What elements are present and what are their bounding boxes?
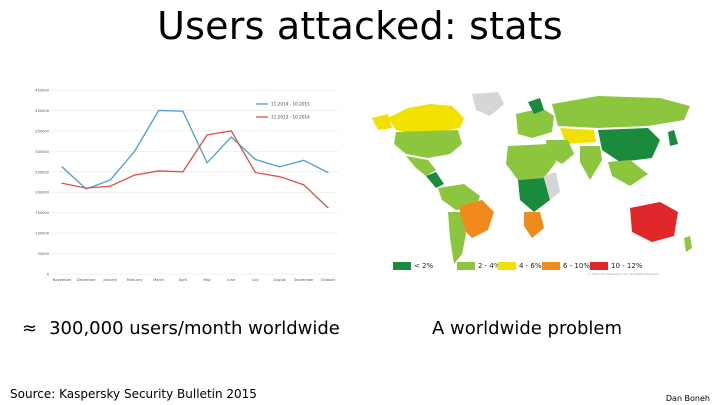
data-point [254, 171, 257, 174]
data-point [133, 150, 136, 152]
map-region-india [580, 146, 602, 180]
data-point [327, 207, 329, 209]
y-tick-label: 200000 [35, 191, 49, 195]
data-point [206, 134, 208, 136]
map-region-greenland [472, 92, 504, 116]
map-region-alaska [372, 114, 392, 130]
world-map [372, 92, 692, 264]
legend-label: 4 - 6% [519, 262, 542, 270]
data-point [61, 166, 63, 168]
data-point [303, 184, 305, 186]
data-point [182, 171, 184, 173]
map-region-canada [388, 104, 464, 134]
caption-left-text: 300,000 users/month worldwide [49, 318, 340, 339]
map-region-central-america [426, 172, 444, 188]
map-region-central-asia [560, 128, 596, 144]
slide-title: Users attacked: stats [157, 4, 563, 48]
map-region-usa [394, 130, 462, 158]
data-point [230, 130, 232, 132]
data-point [158, 170, 160, 172]
author-name: Dan Boneh [665, 394, 710, 403]
legend-label: 10 - 12% [611, 262, 643, 270]
x-tick-label: July [251, 278, 259, 282]
y-tick-label: 250000 [35, 170, 49, 174]
data-point [279, 176, 281, 178]
y-tick-label: 400000 [35, 109, 49, 113]
y-tick-label: 150000 [35, 211, 49, 215]
caption-users-per-month: ≈300,000 users/month worldwide [22, 318, 340, 339]
data-point [279, 166, 281, 168]
map-region-japan [668, 130, 678, 146]
x-tick-label: January [103, 278, 118, 282]
data-point [254, 158, 257, 161]
legend-label: 2 - 4% [478, 262, 501, 270]
data-point [109, 179, 111, 181]
data-point [230, 136, 232, 138]
map-legend-item: < 2% [393, 262, 433, 271]
map-region-australia [630, 202, 678, 242]
legend-label: < 2% [414, 262, 434, 270]
source-citation: Source: Kaspersky Security Bulletin 2015 [10, 387, 257, 401]
x-tick-label: November [53, 278, 72, 282]
x-tick-label: October [321, 278, 336, 282]
data-point [158, 109, 160, 112]
legend-swatch [457, 262, 475, 270]
map-region-new-zealand [684, 236, 692, 252]
x-tick-label: May [203, 278, 211, 282]
map-region-north-africa [506, 144, 556, 180]
map-region-europe [516, 108, 554, 138]
y-tick-label: 450000 [35, 89, 49, 93]
map-region-russia [552, 96, 690, 128]
data-point [109, 185, 111, 187]
map-region-east-africa [544, 172, 560, 200]
legend-swatch [542, 262, 560, 270]
x-tick-label: June [226, 278, 236, 282]
data-point [133, 174, 136, 176]
legend-label: 11.2014 - 10.2015 [271, 102, 310, 107]
x-tick-label: September [294, 278, 314, 282]
map-region-south-africa [524, 212, 544, 238]
caption-worldwide: A worldwide problem [432, 318, 623, 339]
y-tick-label: 0 [47, 273, 50, 277]
map-region-south-america-south [448, 212, 466, 264]
data-point [303, 159, 305, 161]
y-tick-label: 300000 [35, 150, 49, 154]
data-point [85, 187, 87, 189]
x-tick-label: April [179, 278, 187, 282]
legend-label: 6 - 10% [563, 262, 590, 270]
data-point [327, 171, 329, 174]
series-line [61, 130, 329, 209]
y-tick-label: 350000 [35, 129, 49, 133]
map-legend-item: 2 - 4% [457, 262, 501, 271]
map-region-mexico [406, 156, 436, 176]
data-point [182, 110, 184, 112]
legend-label: 11.2013 - 10.2014 [271, 115, 310, 120]
x-tick-label: February [127, 278, 144, 282]
legend-swatch [498, 262, 516, 270]
x-tick-label: December [77, 278, 96, 282]
series-line [61, 109, 329, 190]
map-region-central-africa [518, 178, 550, 212]
map-legend-item: 10 - 12% [590, 262, 642, 271]
y-tick-label: 50000 [38, 252, 50, 256]
map-legend-item: 6 - 10% [542, 262, 590, 271]
y-tick-label: 100000 [35, 232, 49, 236]
map-region-scandinavia [528, 98, 544, 114]
map-credit: © 2015 AO Kaspersky Lab. All Rights Rese… [588, 272, 660, 276]
map-region-southeast-asia [608, 160, 648, 186]
data-point [61, 182, 63, 184]
legend-swatch [590, 262, 608, 270]
approx-symbol: ≈ [22, 318, 38, 339]
map-legend-item: 4 - 6% [498, 262, 542, 271]
x-tick-label: March [153, 278, 164, 282]
map-region-brazil [460, 200, 494, 238]
map-region-china [598, 128, 660, 162]
data-point [206, 162, 208, 164]
line-chart: 0 50000 100000 150000 200000 250000 300000 3500… [35, 89, 338, 282]
x-tick-label: August [273, 278, 286, 282]
legend-swatch [393, 262, 411, 270]
